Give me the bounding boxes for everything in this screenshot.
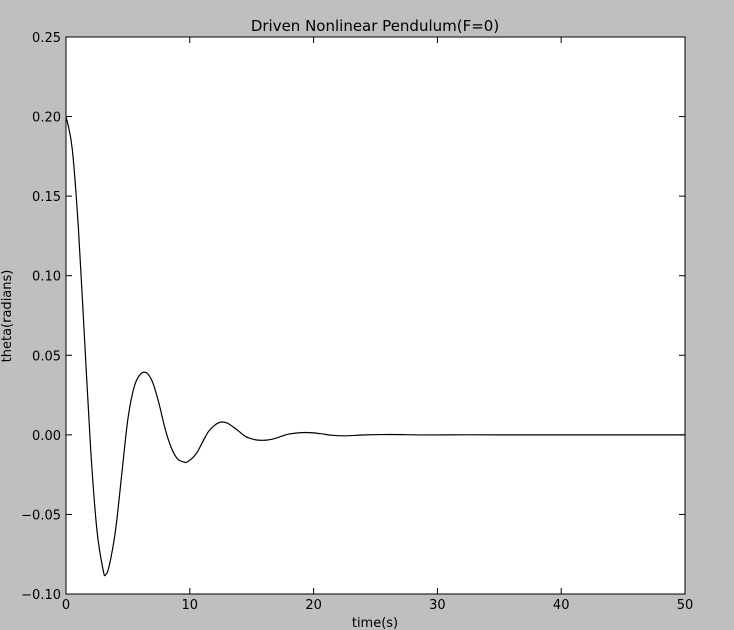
x-tick-label: 30: [429, 598, 446, 613]
series-line: [65, 116, 685, 577]
series-group: [65, 116, 685, 577]
x-tick-label: 40: [553, 598, 570, 613]
y-tick-label: 0.20: [32, 111, 61, 126]
y-tick-label: 0.10: [32, 270, 61, 285]
y-tick-label: −0.10: [21, 588, 61, 603]
y-tick-label: 0.15: [32, 190, 61, 205]
y-tick-label: 0.00: [32, 429, 61, 444]
y-tick-label: 0.05: [32, 349, 61, 364]
y-tick-label: −0.05: [21, 508, 61, 523]
y-axis-label: theta(radians): [0, 270, 15, 363]
chart-title: Driven Nonlinear Pendulum(F=0): [251, 17, 499, 35]
x-tick-label: 10: [182, 598, 199, 613]
x-tick-label: 50: [677, 598, 694, 613]
x-axis-label: time(s): [352, 616, 398, 630]
axis-ticks: [65, 36, 686, 595]
y-tick-label: 0.25: [32, 31, 61, 46]
axis-tick-labels: 0 10 20 30 40 50 0.25 0.20 0.15 0.10 0.05 0.00 −0.05…: [21, 31, 693, 613]
plot-area: [65, 36, 686, 595]
x-tick-label: 0: [62, 598, 70, 613]
x-tick-label: 20: [305, 598, 322, 613]
